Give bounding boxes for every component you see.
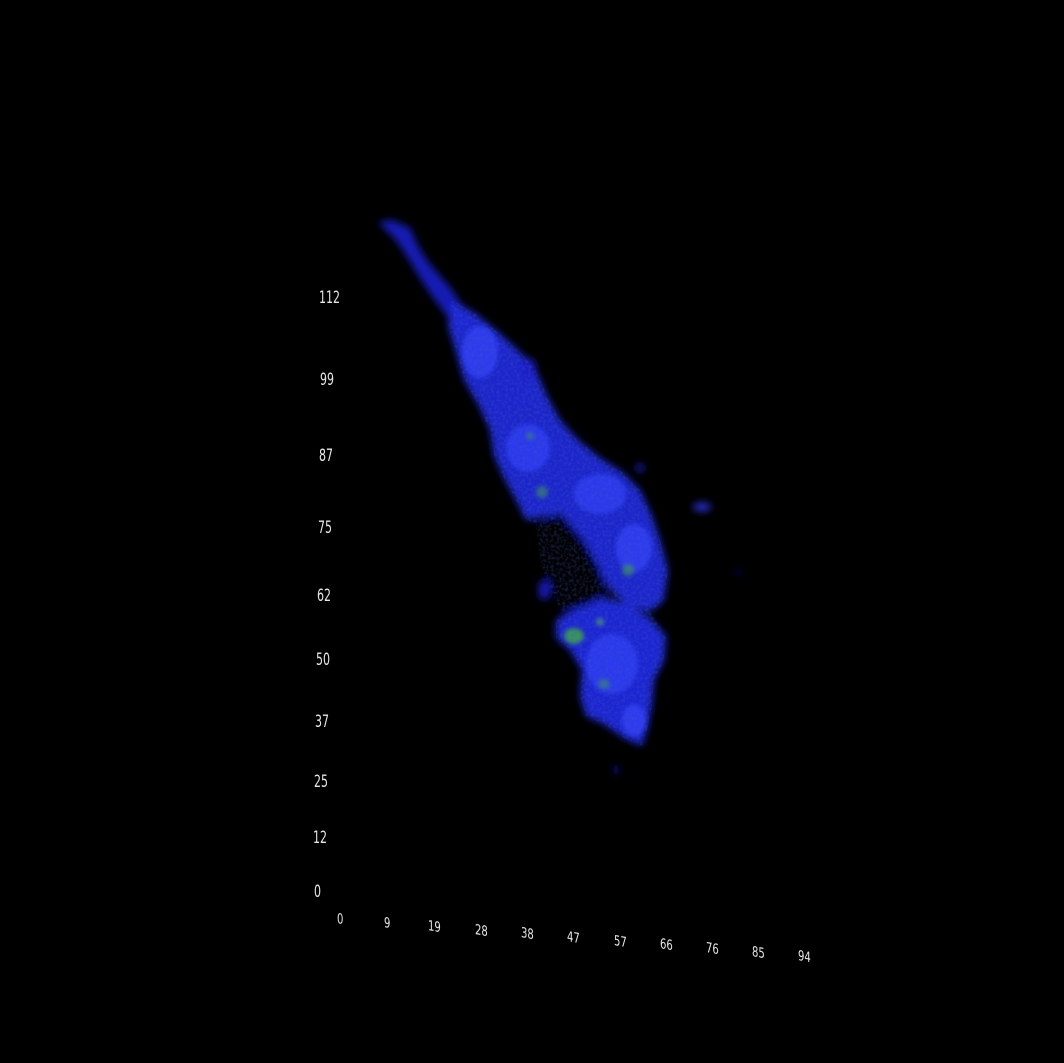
x-tick-label: 19	[428, 918, 441, 937]
x-tick-label: 38	[521, 925, 534, 944]
y-tick-label: 50	[316, 650, 331, 670]
x-tick-label: 0	[337, 911, 344, 929]
x-tick-label: 57	[614, 933, 627, 952]
x-tick-label: 94	[798, 948, 811, 967]
y-tick-label: 12	[313, 828, 328, 848]
y-tick-label: 87	[319, 446, 334, 466]
cell-tip	[378, 220, 474, 330]
x-tick-label: 85	[752, 944, 765, 963]
y-tick-label: 112	[319, 288, 341, 308]
y-tick-label: 37	[315, 712, 330, 732]
x-tick-label: 28	[475, 922, 488, 941]
x-tick-label: 9	[384, 915, 391, 933]
y-tick-label: 62	[317, 586, 332, 606]
x-tick-label: 66	[660, 936, 673, 955]
y-tick-label: 25	[314, 772, 329, 792]
x-tick-label: 47	[567, 929, 580, 948]
x-tick-label: 76	[706, 940, 719, 959]
y-tick-label: 99	[320, 370, 335, 390]
cell-texture	[448, 300, 668, 746]
y-tick-label: 0	[314, 882, 322, 902]
y-tick-label: 75	[318, 518, 333, 538]
